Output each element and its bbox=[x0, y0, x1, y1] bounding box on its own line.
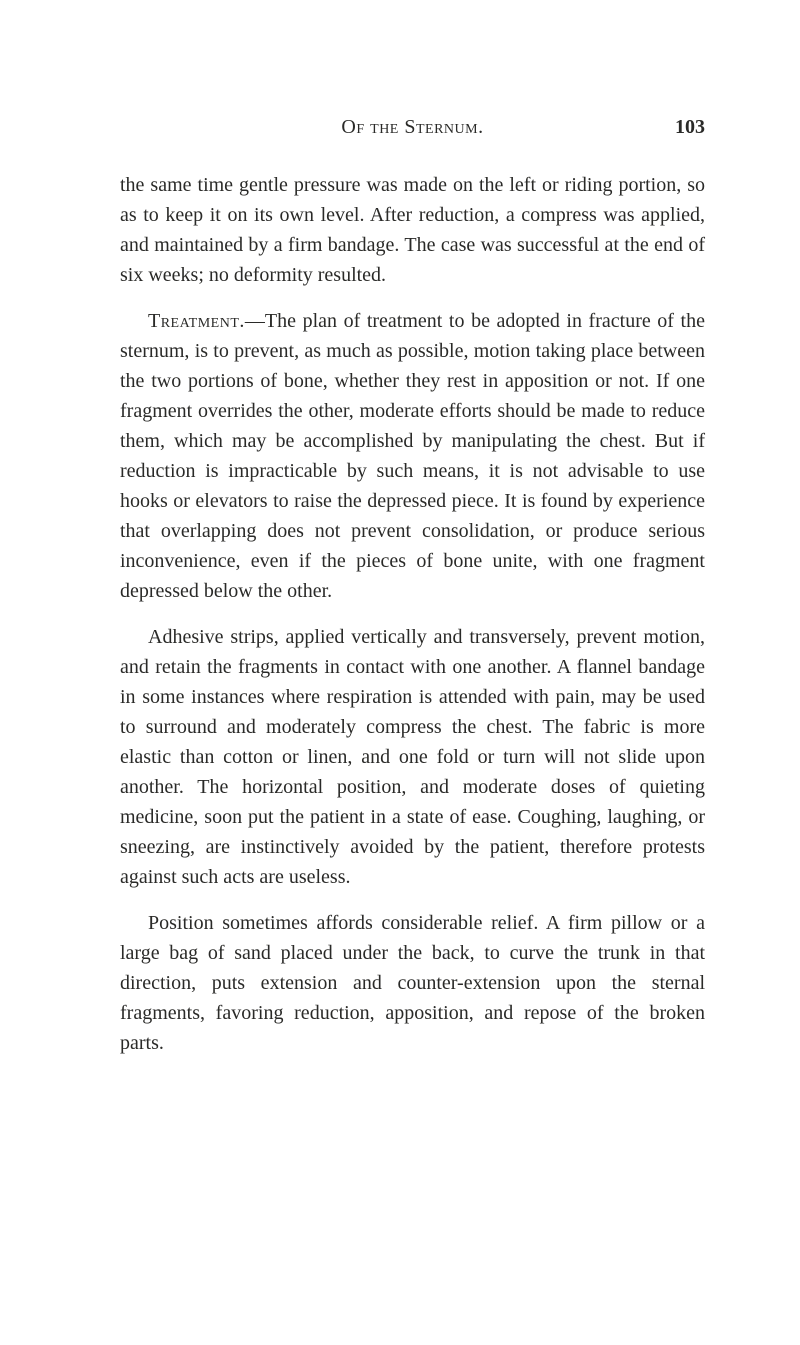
body-paragraph-4: Position sometimes affords considerable … bbox=[120, 908, 705, 1058]
body-paragraph-2: Treatment.—The plan of treatment to be a… bbox=[120, 306, 705, 606]
running-head: Of the Sternum. 103 bbox=[120, 112, 705, 142]
body-paragraph-3: Adhesive strips, applied vertically and … bbox=[120, 622, 705, 892]
body-paragraph-1: the same time gentle pressure was made o… bbox=[120, 170, 705, 290]
page: Of the Sternum. 103 the same time gentle… bbox=[0, 0, 800, 1345]
page-number: 103 bbox=[645, 112, 705, 142]
body-paragraph-2-text: —The plan of treatment to be adopted in … bbox=[120, 310, 705, 602]
running-title: Of the Sternum. bbox=[180, 112, 645, 142]
treatment-heading: Treatment. bbox=[148, 310, 245, 332]
